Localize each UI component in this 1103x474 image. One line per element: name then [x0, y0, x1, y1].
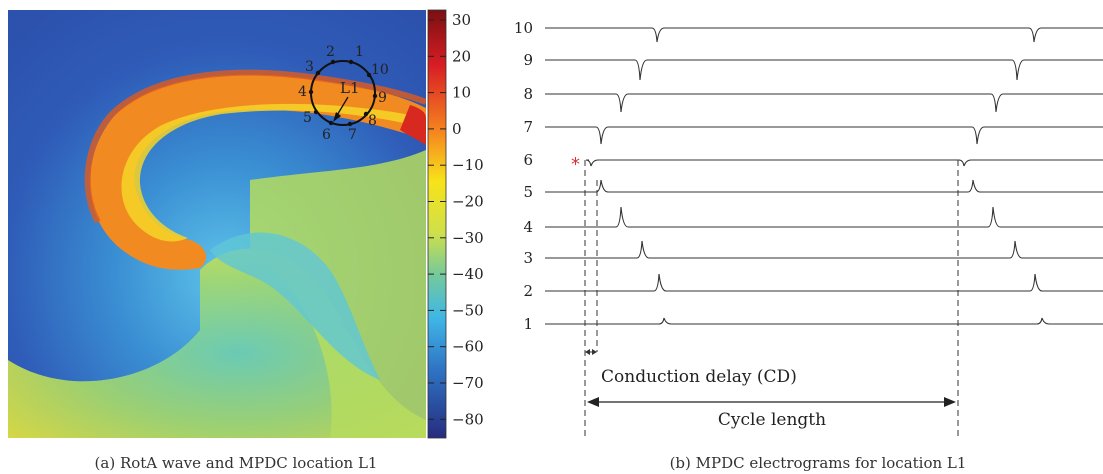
location-label: L1 — [340, 79, 360, 97]
channel-label-1: 1 — [523, 315, 533, 333]
conduction-delay-label: Conduction delay (CD) — [601, 367, 797, 387]
electrode-label-10: 10 — [371, 62, 389, 78]
colorbar-tick-label: 30 — [452, 11, 471, 29]
colorbar-tick-label: −40 — [452, 265, 484, 283]
channel-label-7: 7 — [523, 118, 533, 136]
wave-front-edge — [84, 69, 426, 224]
colorbar-tick-label: −50 — [452, 301, 484, 319]
electrogram-trace-10 — [545, 27, 1103, 43]
channel-label-2: 2 — [523, 282, 533, 300]
electrode-dot — [315, 70, 321, 76]
electrode-dot — [313, 109, 319, 115]
electrode-label-6: 6 — [322, 127, 331, 143]
colorbar-tick-label: 0 — [452, 120, 462, 138]
electrode-label-5: 5 — [303, 110, 312, 126]
electrode-dot — [328, 120, 334, 126]
location-arrow-head — [333, 112, 341, 122]
cycle-length-arrow — [587, 397, 956, 407]
electrogram-trace-1 — [545, 317, 1103, 325]
caption-a: (a) RotA wave and MPDC location L1 — [95, 454, 378, 472]
channel-label-4: 4 — [523, 218, 533, 236]
electrode-dot — [330, 59, 336, 65]
colorbar-tick-label: −30 — [452, 229, 484, 247]
cycle-length-label: Cycle length — [718, 410, 826, 430]
channel-label-10: 10 — [514, 19, 533, 37]
electrogram-trace-2 — [545, 273, 1103, 292]
conduction-delay-arrow — [585, 349, 597, 355]
electrode-label-2: 2 — [326, 44, 335, 60]
electrode-label-1: 1 — [355, 44, 364, 60]
electrogram-trace-4 — [545, 206, 1103, 228]
electrode-dot — [366, 72, 372, 78]
mpdc-catheter: L1 1 2 3 4 5 6 7 8 9 10 — [298, 44, 389, 143]
colorbar-ticks: 30 20 10 0 −10 −20 −30 −40 −50 −60 −70 −80 — [428, 11, 484, 428]
electrode-label-4: 4 — [298, 84, 307, 100]
colorbar-gradient — [427, 9, 447, 439]
electrode-dot — [308, 89, 314, 95]
channel-label-3: 3 — [523, 249, 533, 267]
electrogram-trace-6 — [585, 159, 1103, 167]
colorbar-tick-label: 10 — [452, 84, 471, 102]
colorbar-tick-label: −80 — [452, 410, 484, 428]
channel-label-8: 8 — [523, 85, 533, 103]
wave-tail-inner — [210, 232, 380, 380]
colorbar: 30 20 10 0 −10 −20 −30 −40 −50 −60 −70 −80 — [427, 9, 484, 439]
rota-map — [8, 10, 426, 438]
electrode-dot — [363, 111, 369, 117]
channel-label-5: 5 — [523, 183, 533, 201]
electrogram-trace-9 — [545, 59, 1103, 81]
electrogram-trace-8 — [545, 93, 1103, 113]
electrode-dot — [348, 59, 354, 65]
caption-b: (b) MPDC electrograms for location L1 — [670, 454, 967, 472]
colorbar-tick-label: 20 — [452, 47, 471, 65]
electrode-dot — [372, 93, 378, 99]
first-activation-marker: * — [571, 154, 580, 175]
electrode-label-3: 3 — [305, 59, 314, 75]
colorbar-tick-label: −70 — [452, 374, 484, 392]
electrode-label-8: 8 — [368, 113, 377, 129]
channel-label-9: 9 — [523, 51, 533, 69]
colorbar-tick-label: −20 — [452, 193, 484, 211]
electrogram-trace-3 — [545, 240, 1103, 259]
electrode-label-9: 9 — [378, 90, 387, 106]
electrogram-traces: 10 9 8 7 6 5 4 3 2 1 — [514, 19, 1103, 333]
wave-front-yellow — [121, 103, 426, 242]
electrode-label-7: 7 — [348, 127, 357, 143]
electrogram-trace-7 — [545, 126, 1103, 145]
colorbar-tick-label: −10 — [452, 156, 484, 174]
wave-front-tip — [400, 105, 426, 145]
electrogram-trace-5 — [545, 179, 1103, 193]
electrode-dot — [347, 121, 353, 127]
colorbar-tick-label: −60 — [452, 338, 484, 356]
channel-label-6: 6 — [523, 151, 533, 169]
